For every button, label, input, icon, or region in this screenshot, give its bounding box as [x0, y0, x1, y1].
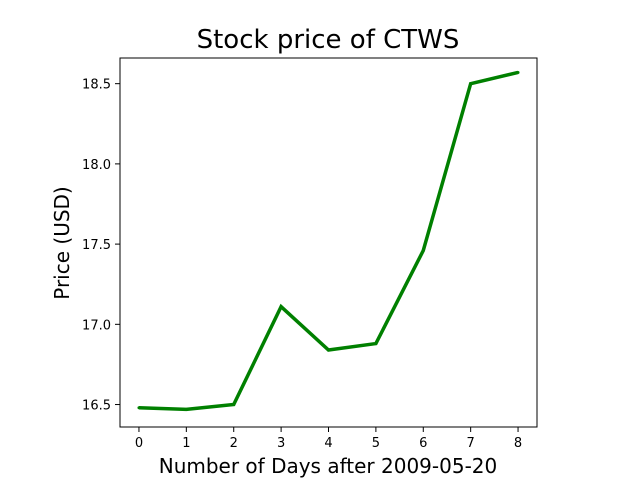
y-tick-label: 18.0 — [82, 158, 111, 173]
y-tick-label: 18.5 — [82, 78, 111, 93]
y-axis-label: Price (USD) — [50, 186, 74, 300]
x-tick-label: 0 — [135, 436, 143, 451]
x-tick-label: 8 — [514, 436, 522, 451]
series-layer — [137, 70, 520, 412]
data-point — [469, 82, 473, 86]
data-point — [232, 403, 236, 407]
x-axis: 0 1 2 3 4 5 6 7 8 — [135, 427, 522, 451]
data-point — [516, 70, 520, 74]
x-axis-label: Number of Days after 2009-05-20 — [159, 454, 498, 478]
x-tick-label: 4 — [324, 436, 332, 451]
series-line — [138, 70, 519, 412]
x-tick-label: 6 — [419, 436, 427, 451]
y-tick-label: 17.0 — [82, 318, 111, 333]
x-tick-label: 7 — [467, 436, 475, 451]
y-tick-label: 16.5 — [82, 399, 111, 414]
data-point — [374, 342, 378, 346]
data-point — [184, 407, 188, 411]
data-point — [327, 348, 330, 352]
chart-title: Stock price of CTWS — [197, 25, 460, 55]
y-axis: 16.5 17.0 17.5 18.0 18.5 — [82, 78, 120, 414]
x-tick-label: 1 — [182, 436, 190, 451]
data-point — [421, 249, 425, 253]
data-point — [279, 305, 283, 309]
x-tick-label: 3 — [277, 436, 285, 451]
x-tick-label: 2 — [230, 436, 238, 451]
x-tick-label: 5 — [372, 436, 380, 451]
y-tick-label: 17.5 — [82, 238, 111, 253]
plot-area-frame — [119, 57, 538, 428]
data-point — [137, 406, 141, 410]
